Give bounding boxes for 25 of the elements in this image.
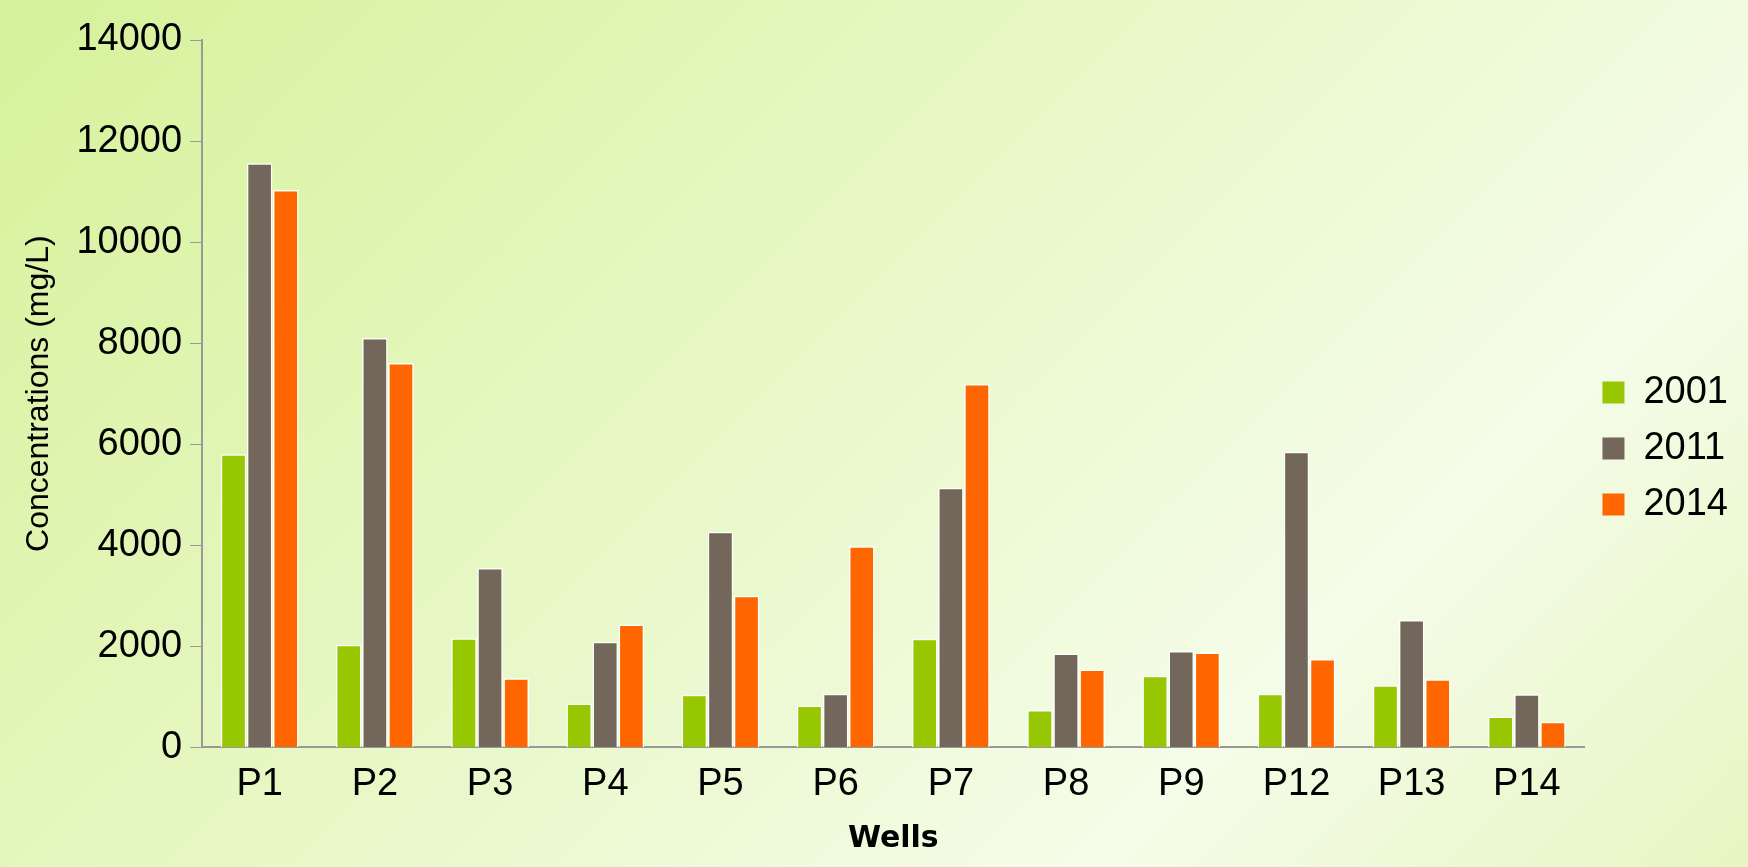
x-tick-label: P1 bbox=[236, 760, 283, 803]
x-tick-label: P2 bbox=[351, 760, 399, 803]
x-tick-label: P3 bbox=[466, 760, 514, 803]
legend-label: 2001 bbox=[1643, 368, 1729, 411]
y-tick-label: 0 bbox=[160, 723, 183, 766]
x-tick-label: P14 bbox=[1493, 760, 1561, 803]
y-tick-label: 2000 bbox=[97, 622, 183, 665]
x-tick-label: P13 bbox=[1377, 760, 1446, 803]
y-tick-label: 4000 bbox=[97, 521, 183, 564]
y-tick-label: 8000 bbox=[97, 319, 183, 362]
x-tick-label: P4 bbox=[582, 760, 629, 803]
y-tick-label: 14000 bbox=[76, 16, 183, 59]
legend-label: 2011 bbox=[1643, 424, 1726, 467]
x-tick-label: P9 bbox=[1158, 760, 1205, 803]
x-tick-label: P12 bbox=[1262, 760, 1331, 803]
legend-label: 2014 bbox=[1643, 480, 1729, 523]
x-tick-label: P6 bbox=[812, 760, 859, 803]
x-tick-label: P8 bbox=[1042, 760, 1090, 803]
y-axis-title: Concentrations (mg/L) bbox=[19, 235, 56, 552]
x-tick-label: P5 bbox=[697, 760, 744, 803]
y-tick-label: 12000 bbox=[76, 117, 183, 160]
y-tick-label: 6000 bbox=[97, 420, 183, 463]
x-axis-title: Wells bbox=[847, 818, 939, 854]
y-tick-label: 10000 bbox=[76, 218, 183, 261]
x-tick-label: P7 bbox=[927, 760, 975, 803]
